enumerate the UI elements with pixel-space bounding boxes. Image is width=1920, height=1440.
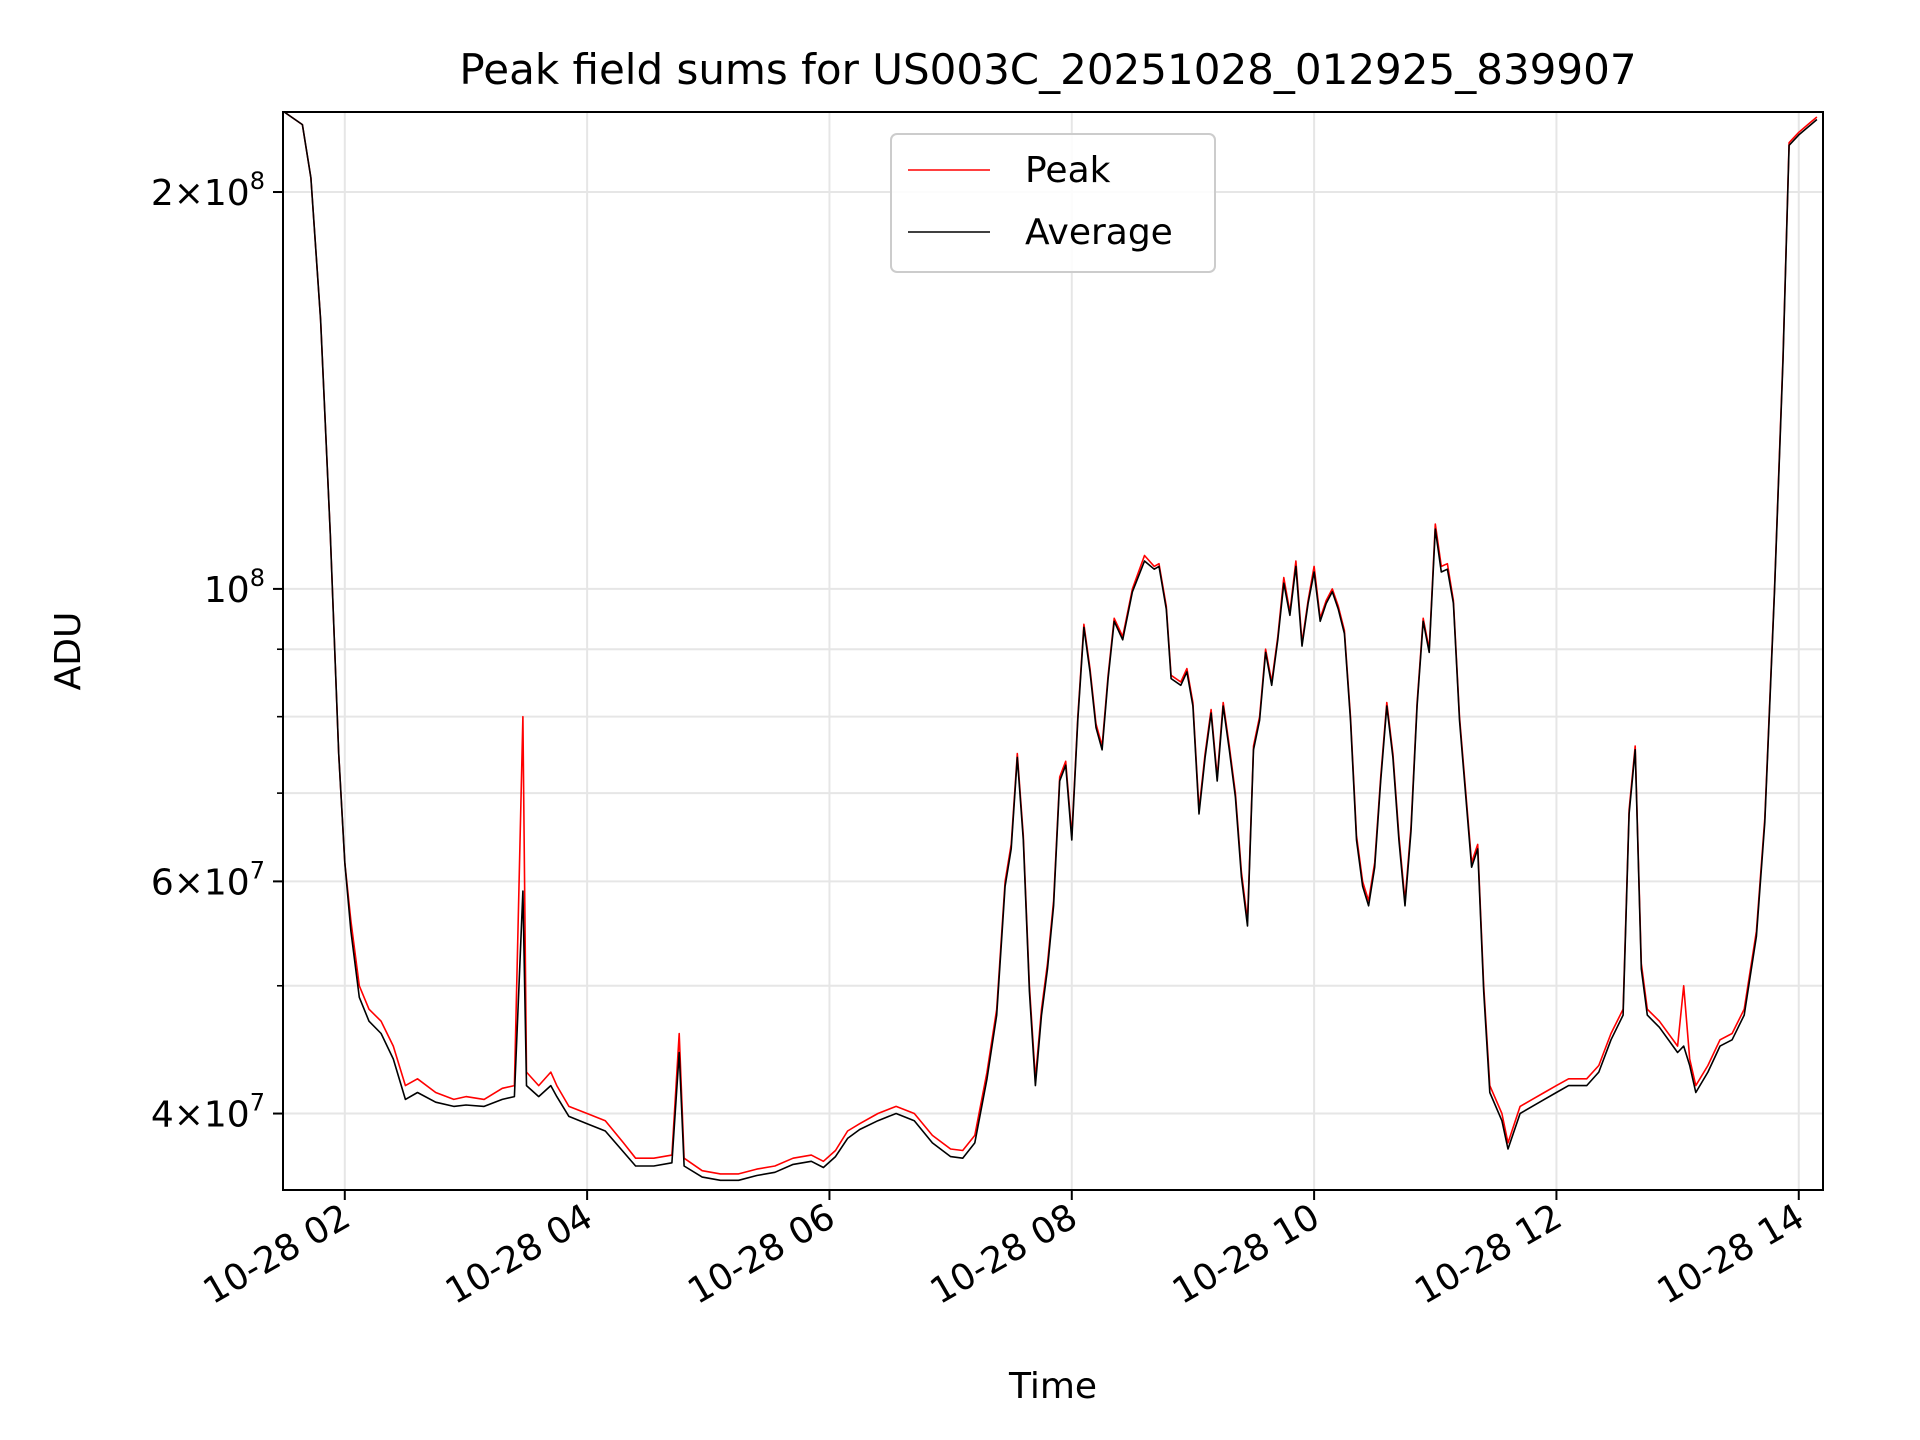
- legend-label-peak: Peak: [1025, 150, 1111, 191]
- y-tick-exponent: 8: [250, 167, 265, 195]
- y-tick-exponent: 7: [250, 856, 265, 884]
- y-axis-label: ADU: [48, 612, 89, 691]
- legend-label-average: Average: [1025, 212, 1173, 253]
- y-tick-label: 2×108: [151, 167, 265, 214]
- series-line-peak: [283, 112, 1818, 1175]
- series-line-average: [283, 112, 1818, 1182]
- x-axis-label: Time: [1008, 1366, 1097, 1407]
- y-tick-label: 6×107: [151, 856, 265, 903]
- chart-title: Peak field sums for US003C_20251028_0129…: [459, 45, 1636, 94]
- y-tick-base: 4×10: [151, 1095, 250, 1136]
- y-tick-exponent: 7: [250, 1089, 265, 1117]
- y-tick-label: 4×107: [151, 1089, 265, 1136]
- series-layer: [283, 112, 1818, 1182]
- y-tick-base: 6×10: [151, 862, 250, 903]
- y-tick-exponent: 8: [250, 564, 265, 592]
- y-tick-base: 10: [204, 570, 250, 611]
- plot-frame: [282, 111, 1824, 1191]
- legend-box: [890, 133, 1216, 273]
- y-tick-label: 108: [204, 564, 265, 611]
- y-tick-base: 2×10: [151, 173, 250, 214]
- legend: Peak Average: [890, 133, 1216, 273]
